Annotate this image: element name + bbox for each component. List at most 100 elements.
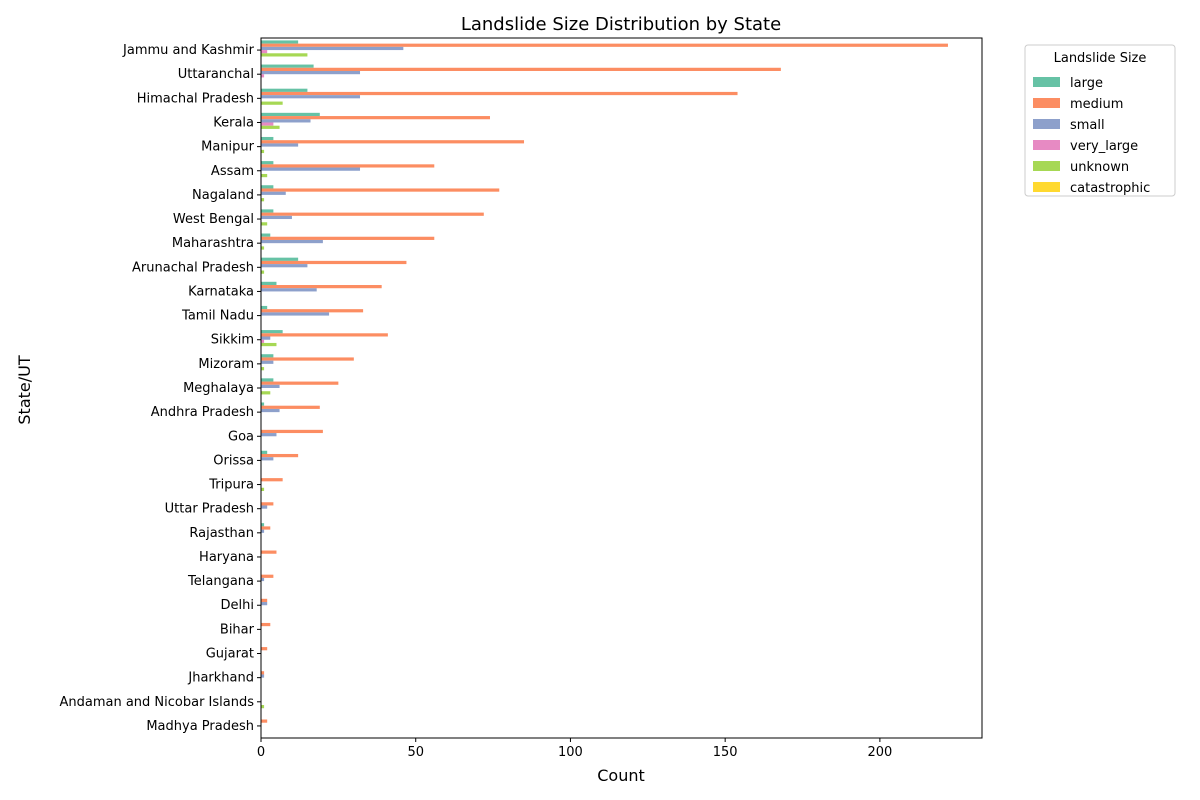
bar-small — [261, 191, 286, 195]
y-tick-label: Andaman and Nicobar Islands — [59, 695, 254, 710]
x-tick-label: 150 — [713, 745, 738, 760]
y-tick-label: Nagaland — [192, 188, 254, 203]
bar-medium — [261, 91, 738, 96]
legend-swatch-unknown — [1033, 161, 1060, 171]
y-tick-label: Mizoram — [198, 357, 254, 372]
x-axis: 0 50 100 150 200 — [257, 738, 892, 760]
bar-large — [261, 305, 268, 310]
y-tick-label: Goa — [228, 429, 254, 444]
bars-group — [261, 40, 948, 723]
bar-large — [261, 136, 274, 141]
y-tick-label: Delhi — [221, 598, 254, 613]
bar-large — [261, 354, 274, 358]
bar-unknown — [261, 198, 265, 202]
y-tick-label: West Bengal — [173, 212, 254, 227]
bar-large — [261, 112, 320, 117]
bar-large — [261, 402, 265, 406]
bar-small — [261, 577, 265, 582]
bar-medium — [261, 719, 268, 723]
bar-unknown — [261, 342, 277, 347]
bar-medium — [261, 67, 781, 71]
bar-unknown — [261, 391, 271, 395]
bar-unknown — [261, 222, 268, 226]
bar-unknown — [261, 246, 265, 250]
bar-large — [261, 209, 274, 213]
y-tick-label: Kerala — [213, 115, 254, 130]
bar-medium — [261, 429, 323, 434]
bar-small — [261, 95, 361, 99]
bar-unknown — [261, 101, 283, 105]
x-tick-label: 200 — [867, 745, 892, 760]
bar-very_large — [261, 339, 265, 343]
bar-small — [261, 602, 268, 606]
bar-medium — [261, 260, 407, 265]
legend-label-medium: medium — [1070, 97, 1123, 112]
bar-medium — [261, 43, 948, 47]
bar-large — [261, 257, 299, 261]
bar-large — [261, 64, 314, 68]
bar-unknown — [261, 487, 265, 491]
x-tick-label: 0 — [257, 745, 265, 760]
bar-medium — [261, 598, 268, 603]
y-tick-label: Uttaranchal — [178, 67, 254, 82]
legend-label-unknown: unknown — [1070, 160, 1129, 175]
bar-medium — [261, 164, 435, 168]
y-tick-label: Jammu and Kashmir — [122, 43, 255, 58]
y-tick-label: Andhra Pradesh — [151, 405, 254, 420]
bar-medium — [261, 236, 435, 240]
y-tick-label: Meghalaya — [183, 381, 254, 396]
y-tick-label: Manipur — [201, 140, 255, 155]
bar-medium — [261, 357, 354, 361]
legend-label-small: small — [1070, 118, 1105, 133]
y-tick-label: Haryana — [199, 550, 254, 565]
y-tick-label: Bihar — [220, 622, 255, 637]
bar-medium — [261, 526, 271, 530]
bar-medium — [261, 574, 274, 578]
x-axis-label: Count — [597, 766, 645, 785]
y-tick-label: Orissa — [213, 453, 254, 468]
legend: Landslide Size large medium small very_larg… — [1024, 44, 1176, 197]
bar-large — [261, 40, 299, 44]
bar-medium — [261, 550, 277, 554]
bar-very_large — [261, 74, 265, 78]
y-tick-label: Rajasthan — [189, 526, 254, 541]
y-tick-label: Karnataka — [188, 284, 254, 299]
bar-small — [261, 119, 311, 123]
bar-small — [261, 215, 292, 220]
bar-medium — [261, 188, 500, 192]
y-tick-label: Uttar Pradesh — [165, 502, 254, 517]
legend-swatch-large — [1033, 77, 1060, 87]
y-tick-label: Maharashtra — [172, 236, 254, 251]
bar-medium — [261, 453, 299, 458]
y-tick-label: Telangana — [187, 574, 254, 589]
y-tick-label: Jharkhand — [187, 671, 254, 686]
bar-small — [261, 457, 274, 461]
bar-small — [261, 143, 299, 147]
bar-large — [261, 233, 271, 237]
y-tick-label: Himachal Pradesh — [137, 91, 254, 106]
bar-small — [261, 384, 280, 388]
y-tick-label: Tripura — [208, 478, 254, 493]
legend-label-large: large — [1070, 76, 1103, 91]
bar-small — [261, 505, 268, 509]
bar-large — [261, 88, 308, 92]
y-tick-label: Tamil Nadu — [181, 309, 254, 324]
bar-medium — [261, 647, 268, 651]
bar-medium — [261, 671, 265, 675]
bar-small — [261, 312, 330, 316]
bar-small — [261, 433, 277, 437]
bar-medium — [261, 212, 484, 216]
bar-medium — [261, 116, 490, 120]
legend-label-catastrophic: catastrophic — [1070, 181, 1150, 196]
y-axis-label: State/UT — [15, 355, 34, 424]
y-axis: Jammu and Kashmir Uttaranchal Himachal Pra… — [59, 43, 261, 734]
bar-medium — [261, 405, 320, 409]
legend-swatch-medium — [1033, 98, 1060, 108]
legend-swatch-very_large — [1033, 140, 1060, 150]
bar-unknown — [261, 270, 265, 274]
bar-very_large — [261, 122, 274, 126]
legend-box — [1024, 44, 1176, 197]
bar-medium — [261, 333, 388, 337]
bar-medium — [261, 502, 274, 506]
bar-medium — [261, 309, 364, 313]
